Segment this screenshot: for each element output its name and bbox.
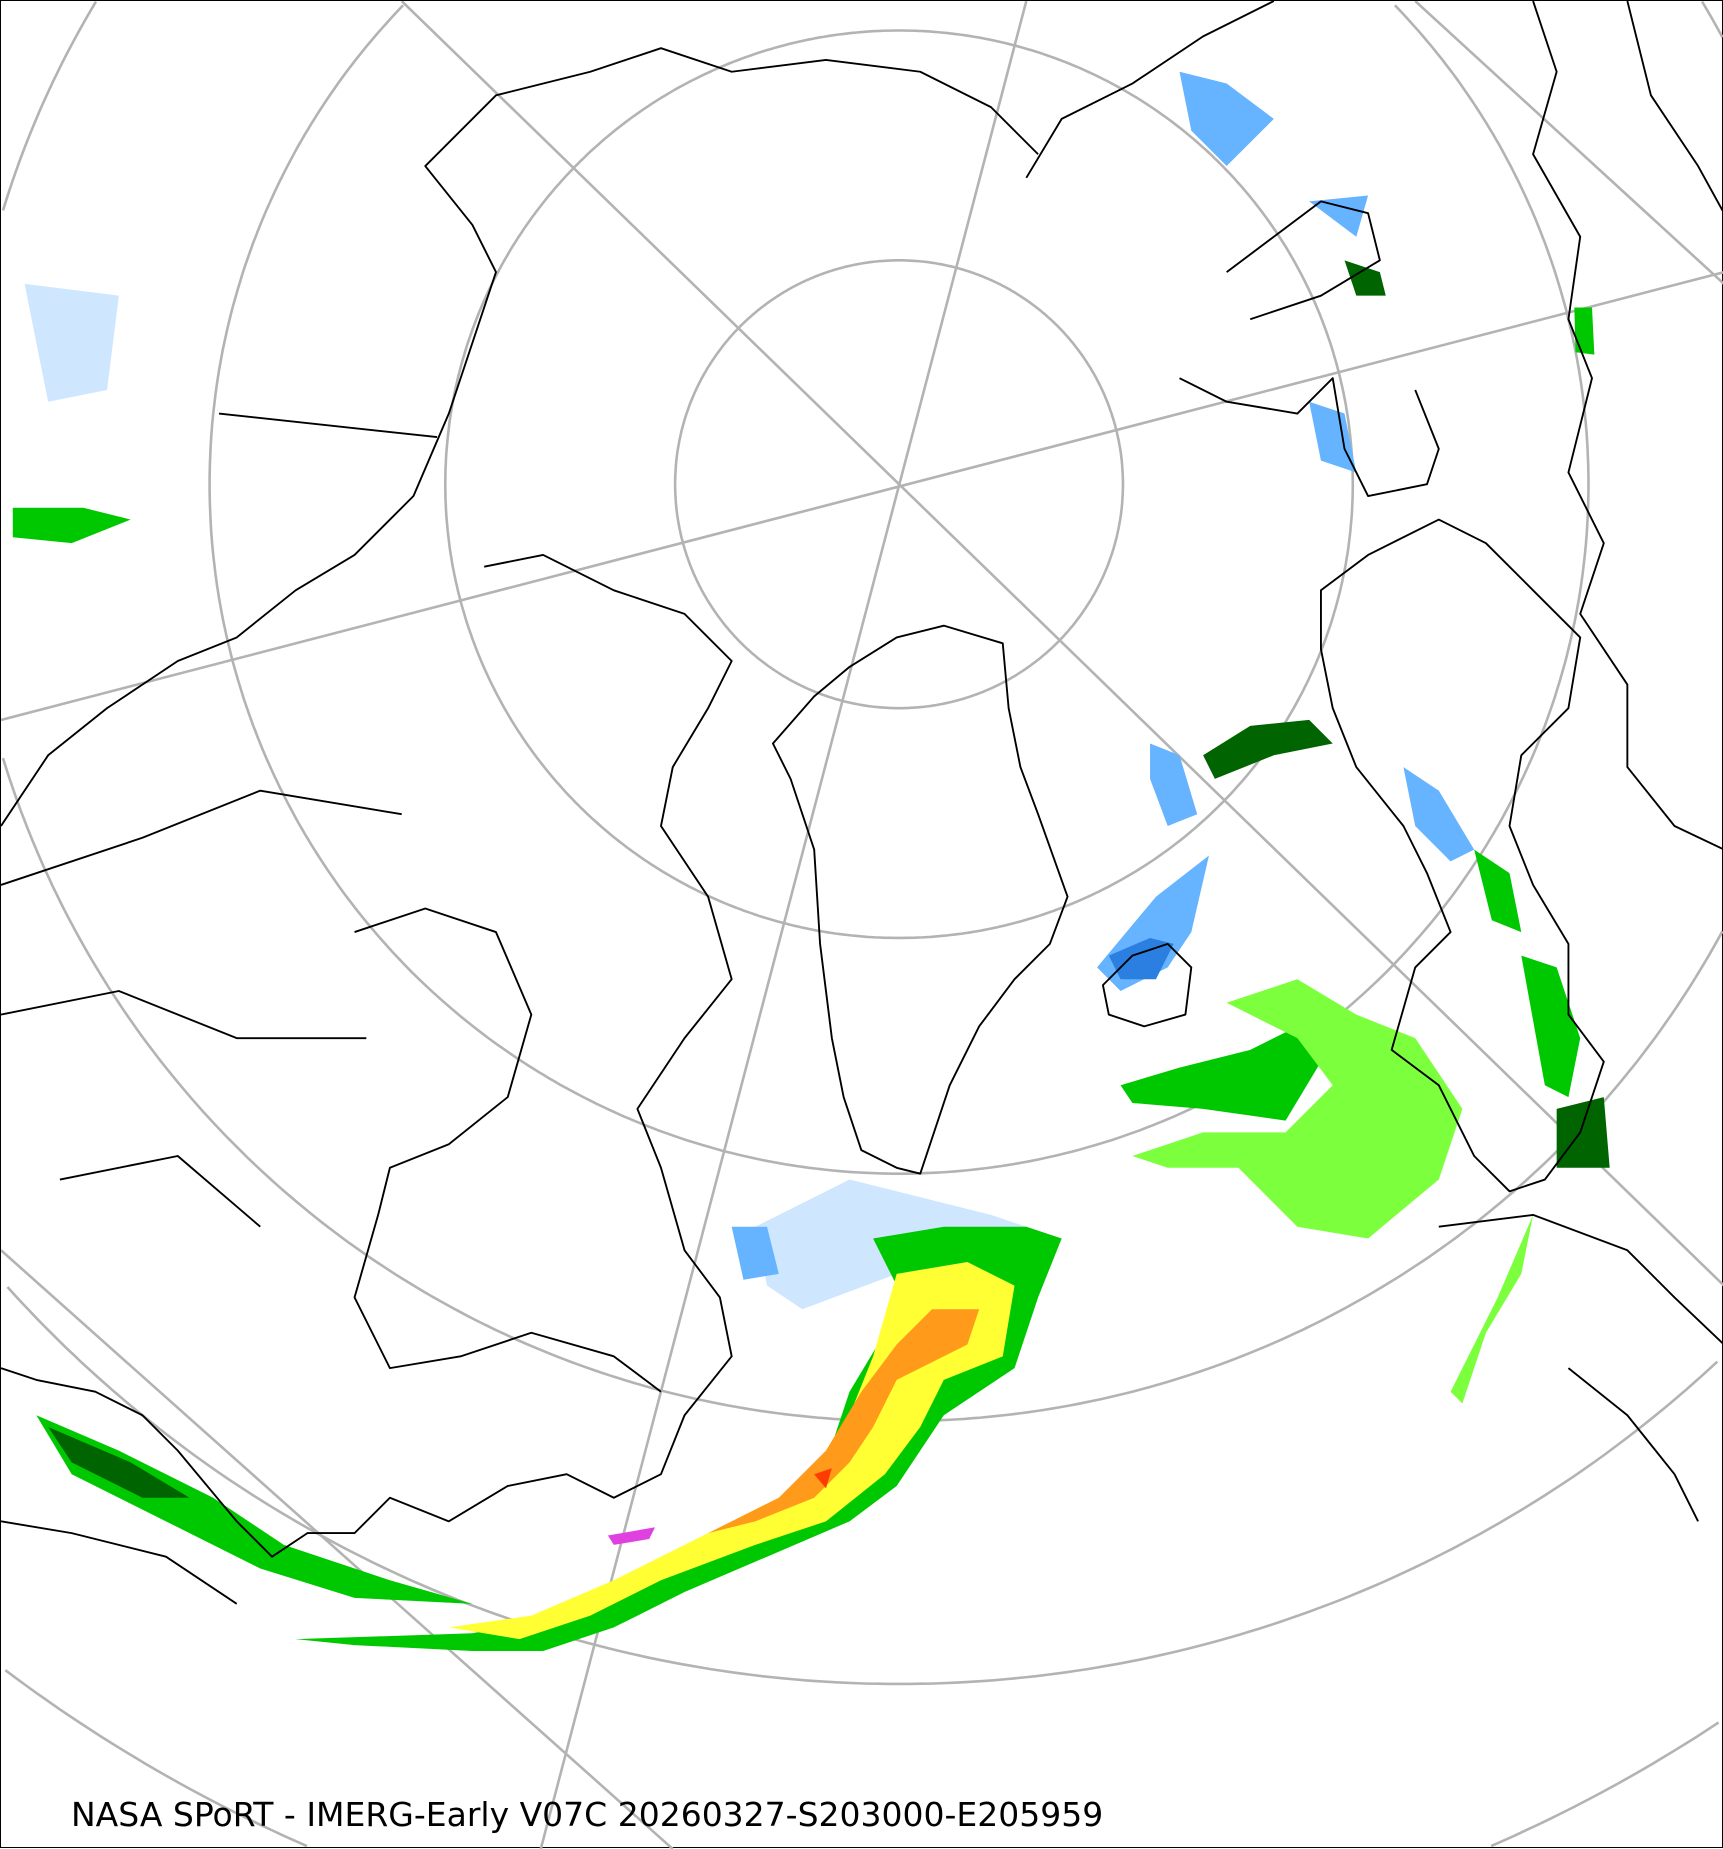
precip-area-green xyxy=(12,507,131,544)
north-america-coast xyxy=(1,47,1039,1558)
meridian-line xyxy=(1,1249,674,1849)
precip-area-green xyxy=(1521,955,1581,1098)
precip-area-light-blue xyxy=(1309,195,1369,237)
meridian-line xyxy=(400,1,1723,1287)
precip-area-green xyxy=(1474,849,1522,933)
precipitation xyxy=(12,71,1610,1651)
greenland-coast xyxy=(771,624,1069,1175)
precip-area-red xyxy=(814,1468,832,1489)
us-state-borders xyxy=(1,412,438,1605)
meridian-line xyxy=(539,1,1028,1849)
precip-area-magenta xyxy=(607,1527,656,1545)
precip-area-dark-green xyxy=(48,1427,190,1498)
coastlines xyxy=(1,1,1723,1605)
precip-area-light-blue xyxy=(1309,401,1357,473)
precip-area-dark-green xyxy=(1556,1097,1610,1168)
map-caption: NASA SPoRT - IMERG-Early V07C 20260327-S… xyxy=(71,1795,1104,1834)
precip-area-light-blue xyxy=(1179,71,1274,167)
precip-area-dark-green xyxy=(1344,260,1386,296)
meridian-line xyxy=(1,271,1723,722)
eurasia-coast xyxy=(1025,1,1605,1193)
precip-area-dark-green xyxy=(1203,719,1333,779)
latitude-circle xyxy=(4,1669,1720,1848)
europe-borders xyxy=(1438,1,1723,1522)
meridian-line xyxy=(1414,1,1723,285)
precip-area-green xyxy=(36,1415,473,1604)
precip-area-orange xyxy=(708,1309,980,1534)
precip-area-yellow xyxy=(448,1262,1015,1640)
precip-area-light-blue xyxy=(1403,767,1475,862)
precip-area-lime xyxy=(1450,1214,1534,1404)
latitude-circle xyxy=(6,1286,1719,1686)
latitude-circle xyxy=(673,259,1125,710)
precip-area-light-blue xyxy=(1150,743,1198,827)
latitude-circle xyxy=(1,1,1723,1423)
iceland-coast xyxy=(1101,942,1193,1028)
precip-area-very-light xyxy=(24,283,119,402)
latitude-circle xyxy=(208,4,1590,1175)
hudson-bay-coast xyxy=(353,907,662,1393)
precip-area-light-blue xyxy=(731,1226,779,1280)
precip-area-green xyxy=(1574,307,1595,355)
latitude-circle xyxy=(444,29,1355,940)
precip-area-lime xyxy=(1132,979,1463,1239)
precip-area-green xyxy=(1120,1026,1321,1121)
